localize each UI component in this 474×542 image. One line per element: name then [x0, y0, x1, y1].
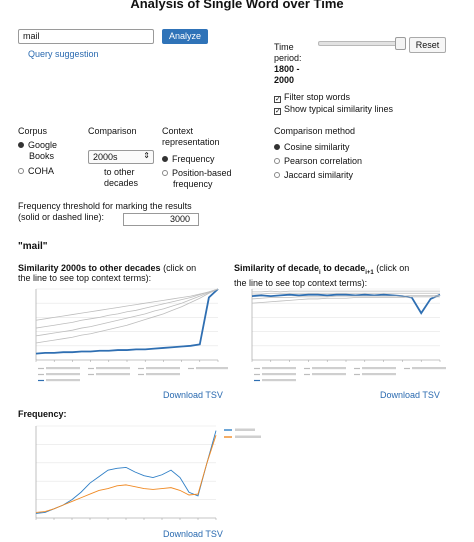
legend-label-placeholder: [362, 367, 396, 370]
filter-stop-words-option[interactable]: ✓ Filter stop words: [274, 92, 351, 103]
radio-coha[interactable]: [18, 168, 24, 174]
series-line-4[interactable]: [251, 296, 440, 304]
frequency-chart-grid: [35, 425, 217, 520]
legend-label-placeholder: [196, 367, 228, 370]
legend-label-placeholder: [312, 373, 346, 376]
legend-label-placeholder: [262, 367, 296, 370]
series-line-2[interactable]: [252, 292, 440, 295]
context-heading: Context representation: [162, 126, 220, 147]
legend-label-placeholder: [235, 428, 255, 431]
legend-label-placeholder: [46, 373, 80, 376]
series-line-2[interactable]: [35, 288, 219, 329]
right-chart-grid: [251, 288, 441, 362]
select-arrows-icon: ⇕: [143, 151, 150, 160]
radio-jaccard[interactable]: [274, 172, 280, 178]
right-chart-legend: [254, 367, 446, 382]
legend-label-placeholder: [146, 367, 180, 370]
series-line-4[interactable]: [35, 288, 219, 344]
corpus-option-coha[interactable]: COHA: [18, 166, 54, 177]
right-chart-title: Similarity of decadei to decadei+1 (clic…: [234, 263, 410, 288]
time-period-slider-handle[interactable]: [395, 37, 406, 50]
radio-google-books[interactable]: [18, 142, 24, 148]
legend-label-placeholder: [412, 367, 446, 370]
legend-label-placeholder: [262, 379, 296, 382]
method-heading: Comparison method: [274, 126, 356, 136]
legend-label-placeholder: [262, 373, 296, 376]
search-input[interactable]: mail: [18, 29, 154, 44]
radio-frequency[interactable]: [162, 156, 168, 162]
word-heading: "mail": [18, 241, 48, 252]
corpus-option-google-books[interactable]: Google Books: [18, 140, 57, 162]
comparison-select[interactable]: 2000s ⇕: [88, 150, 154, 164]
series-line-0[interactable]: [35, 430, 217, 514]
context-option-position-based[interactable]: Position-based frequency: [162, 168, 232, 190]
series-line-3[interactable]: [251, 294, 440, 300]
left-download-tsv-link[interactable]: Download TSV: [163, 390, 223, 400]
method-option-cosine[interactable]: Cosine similarity: [274, 142, 350, 153]
left-chart-lines[interactable]: [35, 288, 219, 355]
radio-position-based[interactable]: [162, 170, 168, 176]
right-chart-lines[interactable]: [251, 290, 441, 315]
comparison-suffix: to other decades: [104, 167, 139, 188]
method-option-jaccard[interactable]: Jaccard similarity: [274, 170, 353, 181]
series-line-1[interactable]: [35, 288, 219, 321]
query-suggestion-link[interactable]: Query suggestion: [28, 49, 99, 59]
method-option-pearson[interactable]: Pearson correlation: [274, 156, 362, 167]
right-download-tsv-link[interactable]: Download TSV: [380, 390, 440, 400]
legend-label-placeholder: [96, 373, 130, 376]
series-line-1[interactable]: [35, 435, 217, 513]
time-period-label: Time period: 1800 - 2000: [274, 42, 302, 85]
context-option-frequency[interactable]: Frequency: [162, 154, 215, 165]
frequency-title: Frequency:: [18, 409, 67, 419]
legend-label-placeholder: [312, 367, 346, 370]
legend-label-placeholder: [96, 367, 130, 370]
radio-pearson[interactable]: [274, 158, 280, 164]
left-chart-legend: [38, 367, 228, 382]
legend-label-placeholder: [46, 379, 80, 382]
left-chart-title: Similarity 2000s to other decades (click…: [18, 263, 197, 283]
series-line-0[interactable]: [35, 288, 219, 355]
threshold-input[interactable]: 3000: [123, 213, 199, 226]
series-line-1[interactable]: [252, 290, 440, 293]
show-similarity-lines-checkbox[interactable]: ✓: [274, 108, 281, 115]
analyze-button[interactable]: Analyze: [162, 29, 208, 44]
frequency-chart-lines[interactable]: [35, 430, 217, 514]
corpus-heading: Corpus: [18, 126, 48, 136]
legend-label-placeholder: [362, 373, 396, 376]
frequency-download-tsv-link[interactable]: Download TSV: [163, 529, 223, 539]
legend-label-placeholder: [46, 367, 80, 370]
page-title: Analysis of Single Word over Time: [130, 0, 344, 11]
frequency-chart-legend: [224, 428, 261, 438]
legend-label-placeholder: [146, 373, 180, 376]
time-period-slider[interactable]: [318, 41, 402, 46]
frequency-chart[interactable]: [18, 422, 268, 530]
show-similarity-lines-option[interactable]: ✓ Show typical similarity lines: [274, 104, 394, 115]
left-similarity-chart[interactable]: [18, 284, 228, 404]
comparison-heading: Comparison: [88, 126, 137, 136]
legend-label-placeholder: [235, 435, 261, 438]
right-similarity-chart[interactable]: [234, 284, 450, 404]
radio-cosine[interactable]: [274, 144, 280, 150]
series-line-3[interactable]: [35, 288, 219, 337]
left-chart-grid: [35, 288, 219, 362]
reset-button[interactable]: Reset: [409, 37, 446, 53]
threshold-label: Frequency threshold for marking the resu…: [18, 201, 192, 222]
filter-stop-words-checkbox[interactable]: ✓: [274, 96, 281, 103]
